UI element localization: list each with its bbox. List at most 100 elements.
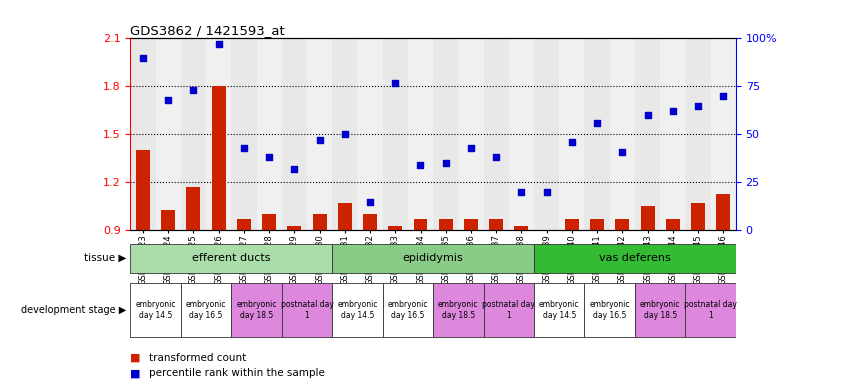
Bar — [711, 38, 736, 230]
Text: epididymis: epididymis — [403, 253, 463, 263]
Point — [212, 41, 225, 47]
Bar — [635, 38, 660, 230]
Bar — [464, 219, 478, 230]
Bar — [691, 203, 705, 230]
Bar — [641, 207, 654, 230]
Bar — [136, 151, 150, 230]
Bar — [231, 283, 282, 337]
Point — [641, 112, 654, 118]
Bar — [181, 283, 231, 337]
Bar — [161, 210, 175, 230]
Bar — [484, 38, 509, 230]
Bar — [257, 38, 282, 230]
Bar — [130, 243, 332, 273]
Bar — [559, 38, 584, 230]
Point — [489, 154, 503, 161]
Bar — [590, 219, 604, 230]
Point — [161, 97, 175, 103]
Bar — [313, 214, 326, 230]
Bar — [414, 219, 427, 230]
Point — [313, 137, 326, 143]
Point — [237, 145, 251, 151]
Bar — [262, 214, 276, 230]
Bar — [332, 243, 534, 273]
Bar — [383, 38, 408, 230]
Bar — [231, 38, 257, 230]
Text: efferent ducts: efferent ducts — [192, 253, 271, 263]
Text: percentile rank within the sample: percentile rank within the sample — [149, 368, 325, 378]
Bar — [237, 219, 251, 230]
Point — [439, 160, 452, 166]
Bar — [484, 283, 534, 337]
Point — [187, 87, 200, 93]
Text: ■: ■ — [130, 368, 140, 378]
Bar — [389, 225, 402, 230]
Bar — [534, 38, 559, 230]
Point — [565, 139, 579, 145]
Bar — [282, 38, 307, 230]
Text: embryonic
day 14.5: embryonic day 14.5 — [337, 300, 378, 320]
Bar — [282, 283, 332, 337]
Point — [616, 149, 629, 155]
Text: embryonic
day 18.5: embryonic day 18.5 — [438, 300, 479, 320]
Bar — [458, 38, 484, 230]
Point — [717, 93, 730, 99]
Point — [136, 55, 150, 61]
Bar — [383, 283, 433, 337]
Bar — [156, 38, 181, 230]
Point — [666, 108, 680, 114]
Text: transformed count: transformed count — [149, 353, 246, 363]
Bar — [187, 187, 200, 230]
Point — [262, 154, 276, 161]
Text: embryonic
day 14.5: embryonic day 14.5 — [539, 300, 579, 320]
Bar — [660, 38, 685, 230]
Bar — [332, 38, 357, 230]
Text: embryonic
day 16.5: embryonic day 16.5 — [590, 300, 630, 320]
Bar — [363, 214, 377, 230]
Text: postnatal day
1: postnatal day 1 — [685, 300, 737, 320]
Point — [515, 189, 528, 195]
Bar — [584, 283, 635, 337]
Text: GDS3862 / 1421593_at: GDS3862 / 1421593_at — [130, 24, 285, 37]
Bar — [130, 38, 156, 230]
Point — [691, 103, 705, 109]
Bar — [717, 194, 730, 230]
Bar — [666, 219, 680, 230]
Point — [540, 189, 553, 195]
Text: postnatal day
1: postnatal day 1 — [281, 300, 333, 320]
Bar — [540, 230, 553, 235]
Text: vas deferens: vas deferens — [599, 253, 671, 263]
Point — [590, 120, 604, 126]
Text: postnatal day
1: postnatal day 1 — [483, 300, 535, 320]
Text: tissue ▶: tissue ▶ — [84, 253, 126, 263]
Point — [414, 162, 427, 168]
Bar — [610, 38, 635, 230]
Bar — [616, 219, 629, 230]
Point — [363, 199, 377, 205]
Bar — [433, 283, 484, 337]
Text: development stage ▶: development stage ▶ — [21, 305, 126, 315]
Bar — [433, 38, 458, 230]
Bar — [357, 38, 383, 230]
Text: embryonic
day 14.5: embryonic day 14.5 — [135, 300, 176, 320]
Bar — [307, 38, 332, 230]
Point — [464, 145, 478, 151]
Bar — [130, 283, 181, 337]
Point — [338, 131, 352, 137]
Bar — [181, 38, 206, 230]
Bar — [212, 86, 225, 230]
Text: embryonic
day 18.5: embryonic day 18.5 — [236, 300, 277, 320]
Bar — [338, 203, 352, 230]
Text: ■: ■ — [130, 353, 140, 363]
Bar — [635, 283, 685, 337]
Bar — [685, 38, 711, 230]
Bar — [515, 225, 528, 230]
Bar — [288, 225, 301, 230]
Bar — [685, 283, 736, 337]
Bar — [534, 283, 584, 337]
Bar — [489, 219, 503, 230]
Bar — [584, 38, 610, 230]
Bar — [509, 38, 534, 230]
Bar — [565, 219, 579, 230]
Text: embryonic
day 16.5: embryonic day 16.5 — [186, 300, 226, 320]
